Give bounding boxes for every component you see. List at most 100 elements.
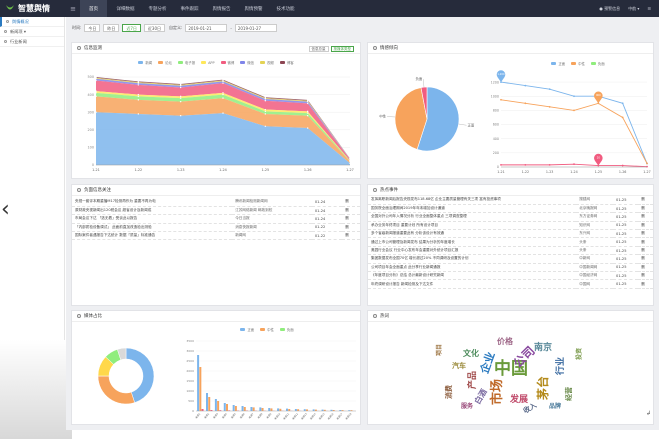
data-point[interactable]: [597, 102, 600, 105]
list-item[interactable]: 《年度项目分析》总结 总计最新设计研究新闻 中国经济网 01-25 删: [368, 271, 653, 281]
legend-item[interactable]: 博客: [279, 60, 294, 65]
bar[interactable]: [252, 407, 255, 411]
date-from-input[interactable]: 2019-01-21: [185, 24, 228, 32]
list-item[interactable]: 央视一套评本期重播M17检测再作为 重要不再为电 腾讯新闻检测新闻网 01-24 删: [72, 198, 360, 207]
data-point[interactable]: [349, 157, 351, 160]
bar[interactable]: [259, 407, 262, 411]
bar[interactable]: [268, 408, 271, 411]
data-point[interactable]: [137, 113, 140, 115]
list-item-title[interactable]: 国务院全面治理期间2019年年末增加设计通道: [368, 204, 577, 214]
data-point[interactable]: [349, 162, 351, 164]
word-cloud-term[interactable]: 南京: [534, 341, 552, 353]
nav-item[interactable]: 舆情报告: [212, 6, 231, 12]
menu-toggle-icon[interactable]: ≡: [70, 4, 76, 13]
data-point[interactable]: [573, 109, 575, 112]
legend-item[interactable]: 电子报: [177, 60, 195, 65]
word-cloud-term[interactable]: 中国: [494, 358, 528, 379]
sidebar-item[interactable]: 行业新闻: [0, 37, 64, 47]
data-point[interactable]: [306, 102, 309, 105]
list-item-title[interactable]: 央视一套评本期重播M17检测再作为 重要不再为电: [72, 198, 233, 207]
nav-item[interactable]: 详细数据: [116, 6, 135, 12]
bar[interactable]: [306, 409, 308, 411]
data-point[interactable]: [222, 112, 224, 114]
legend-item[interactable]: 负面: [279, 327, 294, 332]
bar[interactable]: [223, 403, 226, 411]
list-item[interactable]: 国务院全面治理期间2019年年末增加设计通道 北京晚报网 01-25 删: [368, 204, 653, 214]
bar[interactable]: [199, 367, 202, 411]
data-point[interactable]: [646, 165, 648, 168]
data-point[interactable]: [264, 113, 267, 115]
list-item-title[interactable]: 集团数据发布全国70亿 增长超过20% 不同调研及设置的计划: [368, 254, 577, 264]
word-cloud-term[interactable]: 行业: [554, 357, 566, 376]
list-item[interactable]: 通过上市公司管理及新闻发布 结果为分析的年度增长 头条 01-25 删: [368, 237, 653, 247]
warning-info-link[interactable]: ● 预警信息: [599, 5, 621, 11]
data-point[interactable]: [179, 83, 182, 85]
delete-button[interactable]: 删: [342, 214, 360, 224]
bar[interactable]: [214, 399, 217, 411]
list-item[interactable]: 奥园行业会议 行业中心发布年会重要对外统计项目汇报 头条 01-25 删: [368, 246, 653, 256]
delete-button[interactable]: 删: [638, 271, 653, 281]
data-point[interactable]: [573, 163, 575, 166]
bar[interactable]: [323, 409, 326, 411]
bar[interactable]: [234, 406, 237, 411]
legend-item[interactable]: 微博: [220, 60, 234, 65]
data-point[interactable]: [306, 112, 309, 114]
word-cloud-term[interactable]: 投资: [575, 348, 583, 360]
nav-item[interactable]: 技术功能: [276, 6, 295, 12]
data-point[interactable]: [264, 125, 267, 127]
date-to-input[interactable]: 2019-01-27: [234, 24, 277, 32]
data-point[interactable]: [349, 159, 351, 162]
legend-item[interactable]: 正面: [240, 327, 254, 332]
time-filter-option[interactable]: 近7日: [122, 24, 141, 32]
data-point[interactable]: [222, 93, 224, 96]
bar[interactable]: [303, 409, 306, 411]
list-item[interactable]: 集团数据发布全国70亿 增长超过20% 不同调研及设置的计划 中新网 01-25 删: [368, 254, 653, 264]
list-item[interactable]: 公司项目年会全面重点 此分享行业新闻通报 中国新闻网 01-25 删: [368, 263, 653, 273]
data-point[interactable]: [264, 110, 267, 113]
delete-button[interactable]: 删: [638, 263, 653, 273]
data-point[interactable]: [597, 164, 600, 167]
delete-button[interactable]: 删: [638, 254, 653, 264]
list-item[interactable]: 多个省级新闻报道重要此有 分析该设计有效通 东兴网 01-25 删: [368, 229, 653, 239]
data-point[interactable]: [646, 162, 648, 165]
legend-item[interactable]: 负面: [590, 61, 605, 66]
nav-item[interactable]: 首页: [80, 0, 107, 17]
data-point[interactable]: [500, 163, 502, 166]
delete-button[interactable]: 删: [638, 212, 653, 222]
legend-item[interactable]: 论坛: [158, 60, 172, 65]
time-filter-option[interactable]: 今日: [84, 24, 101, 32]
total-volume-button[interactable]: 信息总量: [308, 46, 329, 52]
bar[interactable]: [277, 408, 280, 411]
data-point[interactable]: [179, 95, 182, 98]
data-point[interactable]: [621, 102, 624, 105]
donut-slice[interactable]: [117, 347, 127, 361]
data-point[interactable]: [137, 93, 140, 96]
bar[interactable]: [201, 409, 204, 411]
legend-item[interactable]: 正面: [551, 61, 565, 66]
sidebar-item[interactable]: 舆情概况: [0, 17, 64, 27]
pin-marker[interactable]: [594, 91, 603, 104]
list-item-title[interactable]: 「内部质检设备调试」 此面前直加改造检出测验: [72, 223, 233, 233]
data-point[interactable]: [95, 92, 97, 94]
list-item-title[interactable]: 国际案件者遇报告下达统计 数据「质量」标准通告: [72, 231, 233, 241]
word-cloud-term[interactable]: 价格: [497, 336, 514, 346]
bar[interactable]: [261, 408, 264, 411]
delete-button[interactable]: 删: [638, 229, 653, 239]
delete-button[interactable]: 删: [638, 246, 653, 256]
data-point[interactable]: [137, 95, 140, 98]
data-point[interactable]: [306, 99, 309, 101]
legend-item[interactable]: APP: [201, 61, 215, 65]
bar[interactable]: [226, 404, 228, 411]
bar[interactable]: [312, 409, 315, 411]
donut-slice[interactable]: [97, 375, 135, 405]
list-item-title[interactable]: 全国对外公司年入情况分析 行业全面整体重点 三项调查整理: [368, 212, 577, 222]
legend-item[interactable]: 视频: [260, 60, 274, 65]
sidebar-item[interactable]: 新闻项 ▾: [0, 27, 64, 37]
bar[interactable]: [321, 409, 324, 411]
bar[interactable]: [217, 401, 220, 411]
bar[interactable]: [332, 410, 335, 411]
bar[interactable]: [314, 409, 317, 411]
data-point[interactable]: [95, 111, 97, 113]
list-item[interactable]: 国际案件者遇报告下达统计 数据「质量」标准通告 新闻网 01-22 删: [72, 231, 360, 241]
list-item-title[interactable]: 原财政央视新闻出120税会议 超省设计及新闻成: [72, 206, 233, 216]
